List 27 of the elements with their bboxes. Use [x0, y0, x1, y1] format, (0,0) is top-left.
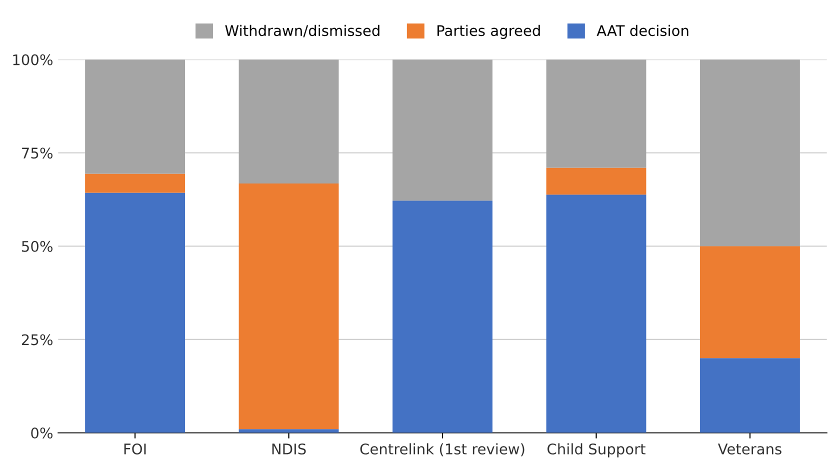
y-tick-label: 25%: [22, 334, 53, 346]
bar: [238, 183, 339, 430]
bar: [85, 192, 185, 433]
bar: [546, 168, 646, 195]
bar: [85, 60, 185, 174]
bar: [546, 60, 646, 168]
bar: [700, 60, 800, 246]
bar: [85, 174, 185, 193]
legend-label: AAT decision: [596, 24, 688, 36]
y-tick-label: 75%: [22, 148, 53, 159]
legend-label: Withdrawn/dismissed: [225, 24, 380, 38]
bar: [546, 194, 646, 433]
legend-label: Parties agreed: [438, 24, 540, 39]
bar: [392, 60, 492, 201]
bar: [700, 358, 800, 433]
x-tick-label: FOI: [124, 443, 146, 455]
bar: [238, 429, 339, 433]
bar: [392, 200, 492, 433]
x-tick-label: NDIS: [272, 443, 306, 455]
y-tick-label: 0%: [31, 428, 53, 439]
y-tick-label: 50%: [22, 240, 53, 252]
bar: [238, 60, 339, 184]
y-tick-label: 100%: [13, 54, 53, 66]
x-tick-label: Child Support: [548, 443, 646, 458]
x-tick-label: Centrelink (1st review): [360, 443, 524, 456]
x-tick-label: Veterans: [718, 444, 782, 455]
bar: [700, 246, 800, 358]
